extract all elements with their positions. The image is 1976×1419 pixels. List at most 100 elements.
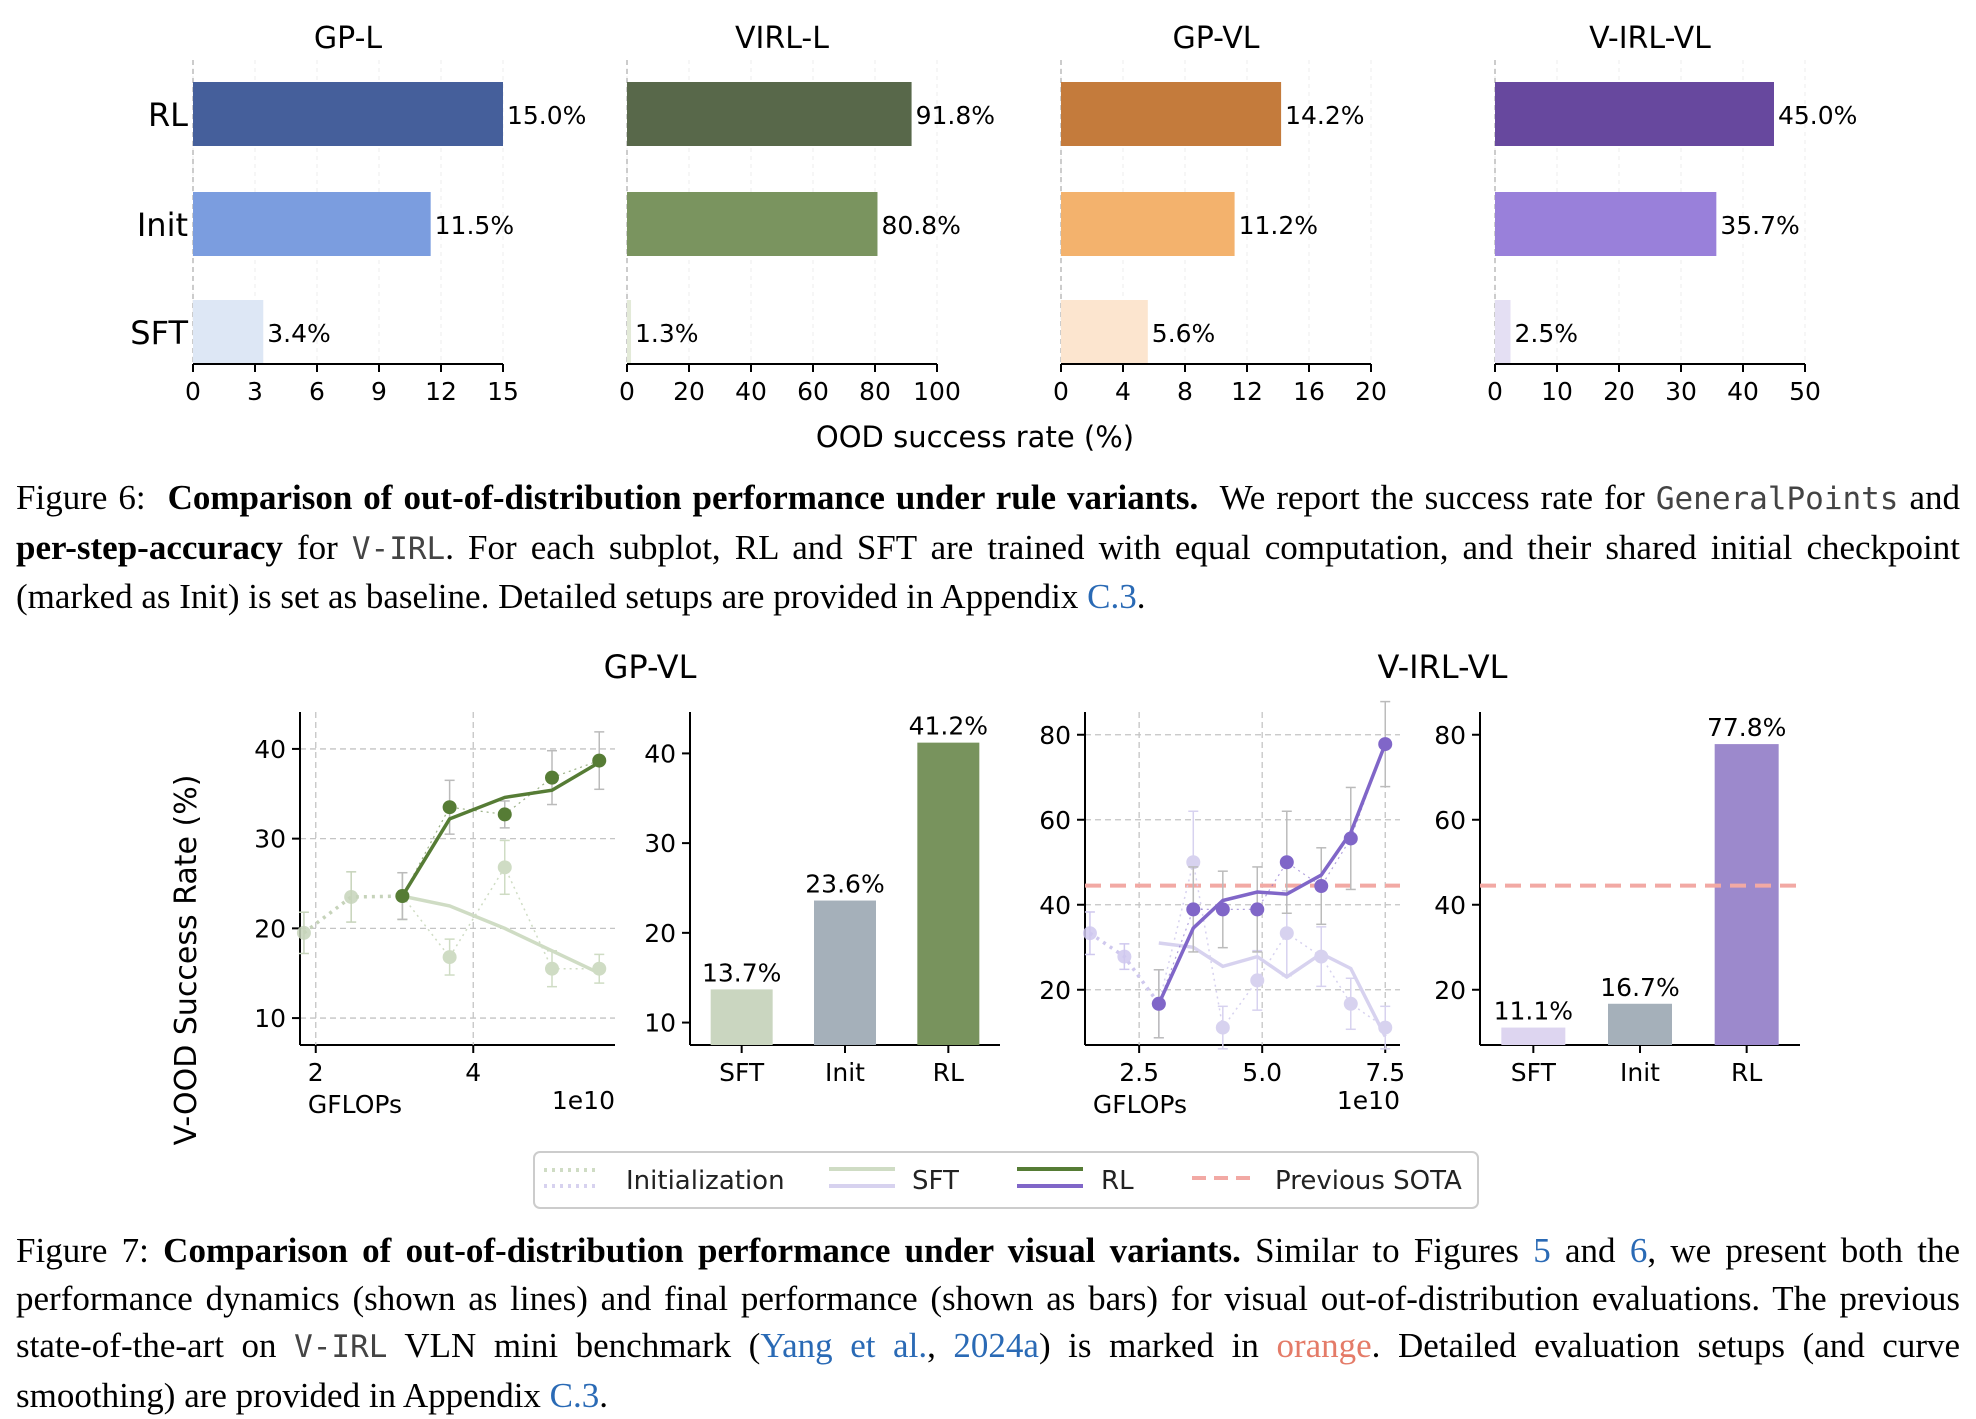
bar-value-label: 5.6%	[1152, 319, 1216, 348]
x-tick-label: 80	[859, 377, 891, 406]
x-scale-note: 1e10	[1337, 1086, 1400, 1115]
y-tick-label: 20	[1039, 976, 1071, 1005]
appendix-link[interactable]: C.3	[1087, 577, 1137, 616]
x-tick-label: 2	[308, 1058, 324, 1087]
legend-sft: SFT	[912, 1166, 959, 1196]
x-tick-label: 0	[1487, 377, 1503, 406]
x-tick-label: 20	[1355, 377, 1387, 406]
bar-value-label: 14.2%	[1285, 101, 1364, 130]
rl-point	[1151, 996, 1166, 1011]
bar-rl	[1714, 744, 1779, 1045]
sft-point	[1250, 973, 1265, 988]
x-category-label-init: Init	[825, 1058, 865, 1087]
bar-sft	[1501, 1027, 1566, 1045]
y-tick-label: 60	[1434, 806, 1466, 835]
figure-6-caption-title: Comparison of out-of-distribution perfor…	[167, 478, 1199, 517]
bar-value-label: 2.5%	[1515, 319, 1579, 348]
sft-point	[442, 950, 457, 965]
x-tick-label: 60	[797, 377, 829, 406]
bar-value-label: 80.8%	[881, 211, 960, 240]
category-label-init: Init	[137, 206, 188, 244]
rl-point	[1314, 879, 1329, 894]
x-tick-label: 15	[487, 377, 519, 406]
appendix-link-2[interactable]: C.3	[549, 1375, 600, 1415]
x-category-label-rl: RL	[1731, 1058, 1762, 1087]
x-tick-label: 100	[913, 377, 961, 406]
x-tick-label: 7.5	[1365, 1058, 1405, 1087]
figure-7-caption-title: Comparison of out-of-distribution perfor…	[163, 1231, 1241, 1270]
legend-rl: RL	[1101, 1166, 1134, 1196]
bar-rl	[1495, 82, 1774, 146]
bar-init	[193, 192, 431, 256]
bar-value-label: 16.7%	[1600, 973, 1679, 1002]
y-tick-label: 80	[1434, 721, 1466, 750]
bar-rl	[627, 82, 912, 146]
bar-value-label: 15.0%	[507, 101, 586, 130]
legend-initialization: Initialization	[626, 1166, 785, 1196]
bar-value-label: 41.2%	[909, 712, 988, 741]
x-tick-label: 40	[735, 377, 767, 406]
sft-point	[497, 860, 512, 875]
x-tick-label: 6	[309, 377, 325, 406]
y-tick-label: 30	[644, 829, 676, 858]
x-tick-label: 12	[425, 377, 457, 406]
panel-title-v-irl-vl: V-IRL-VL	[1589, 21, 1711, 56]
bar-sft	[1495, 300, 1511, 364]
y-tick-label: 10	[644, 1009, 676, 1038]
bar-value-label: 23.6%	[805, 870, 884, 899]
figure-7-title-gp-vl: GP-VL	[604, 648, 697, 686]
citation-year-link[interactable]: 2024a	[953, 1326, 1039, 1365]
rl-point	[395, 889, 410, 904]
sft-raw-line	[401, 865, 600, 970]
figure-6-caption-label: Figure 6:	[16, 478, 146, 517]
bar-init	[1061, 192, 1235, 256]
y-tick-label: 40	[254, 735, 286, 764]
x-tick-label: 4	[1115, 377, 1131, 406]
rl-point	[1186, 902, 1201, 917]
x-axis-label-gflops: GFLOPs	[308, 1090, 402, 1119]
figure-6-link[interactable]: 6	[1629, 1231, 1648, 1270]
panel-title-virl-l: VIRL-L	[735, 21, 829, 56]
bar-init	[1495, 192, 1717, 256]
bar-sft	[1061, 300, 1148, 364]
legend-previous-sota: Previous SOTA	[1275, 1166, 1462, 1196]
y-tick-label: 80	[1039, 721, 1071, 750]
y-tick-label: 20	[254, 914, 286, 943]
figure-6-caption: Figure 6: Comparison of out-of-distribut…	[16, 478, 1961, 616]
sft-point	[1314, 949, 1329, 964]
bar-value-label: 3.4%	[267, 319, 331, 348]
x-tick-label: 40	[1727, 377, 1759, 406]
sft-smoothed-line	[402, 894, 601, 975]
bar-rl	[1061, 82, 1282, 146]
x-category-label-rl: RL	[933, 1058, 964, 1087]
rl-point	[1250, 902, 1265, 917]
y-tick-label: 30	[254, 825, 286, 854]
bar-rl	[917, 742, 980, 1045]
rl-point	[1378, 737, 1393, 752]
x-tick-label: 8	[1177, 377, 1193, 406]
bar-init	[814, 900, 876, 1045]
x-tick-label: 5.0	[1242, 1058, 1282, 1087]
x-category-label-init: Init	[1620, 1058, 1660, 1087]
init-point	[1082, 926, 1097, 941]
x-category-label-sft: SFT	[719, 1058, 765, 1087]
figure-5-link[interactable]: 5	[1533, 1231, 1551, 1270]
x-tick-label: 30	[1665, 377, 1697, 406]
rl-point	[1343, 831, 1358, 846]
rl-smoothed-line	[400, 760, 601, 898]
bar-value-label: 45.0%	[1778, 101, 1857, 130]
x-tick-label: 0	[185, 377, 201, 406]
x-tick-label: 2.5	[1119, 1058, 1159, 1087]
citation-yang-link[interactable]: Yang et al.	[760, 1326, 928, 1365]
x-category-label-sft: SFT	[1511, 1058, 1557, 1087]
bar-value-label: 11.1%	[1494, 997, 1573, 1026]
sft-point	[592, 961, 607, 976]
x-tick-label: 0	[619, 377, 635, 406]
y-tick-label: 40	[1039, 891, 1071, 920]
y-tick-label: 20	[644, 919, 676, 948]
x-tick-label: 10	[1541, 377, 1573, 406]
sft-smoothed-line	[1158, 941, 1387, 1038]
figure-7-charts: V-OOD Success Rate (%) GP-VL V-IRL-VL 10 20…	[169, 648, 1805, 1209]
x-tick-label: 12	[1231, 377, 1263, 406]
figure-7-caption: Figure 7: Comparison of out-of-distribut…	[16, 1231, 1961, 1415]
